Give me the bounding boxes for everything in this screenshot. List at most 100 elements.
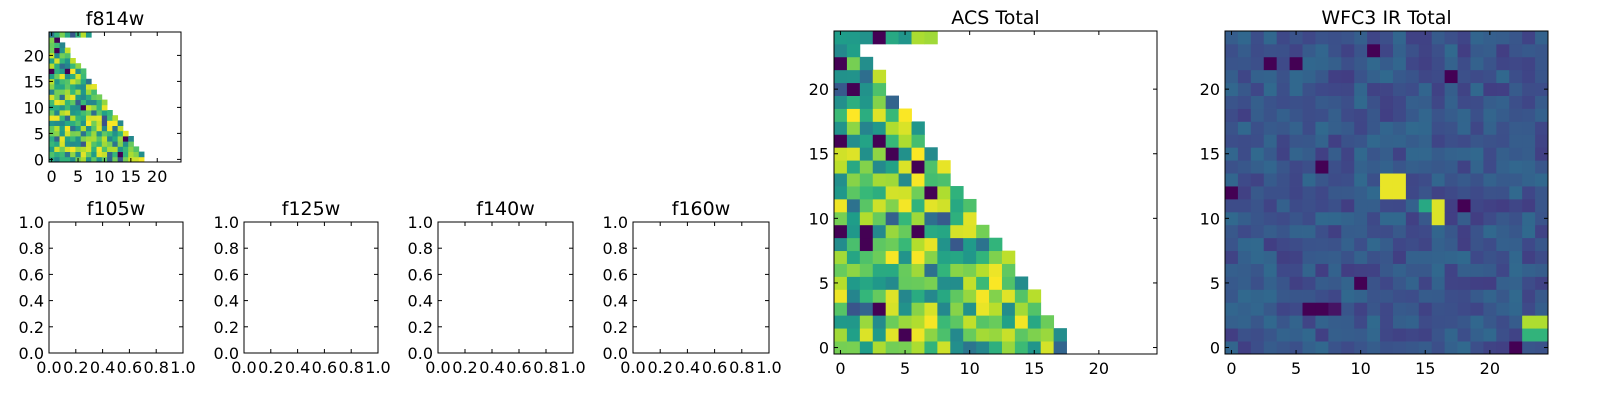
heatmap-cell [1483,198,1497,213]
heatmap-cell [1014,276,1029,290]
heatmap-cell [107,125,113,132]
heatmap-cell [1289,302,1303,316]
heatmap-cell [1341,302,1355,316]
heatmap-cell [859,302,874,316]
heatmap-cell [1367,341,1381,355]
heatmap-cell [1535,108,1549,122]
heatmap-cell [91,104,97,111]
heatmap-cell [1289,315,1303,329]
heatmap-cell [117,136,124,142]
heatmap-cell [1354,121,1368,135]
heatmap-cell [911,276,925,290]
heatmap-cell [101,136,108,142]
heatmap-cell [49,68,55,74]
heatmap-cell [834,237,848,252]
x-tick-label: 0.6 [117,358,142,377]
heatmap-cells [1225,31,1549,355]
heatmap-cell [1457,302,1471,316]
heatmap-cell [1535,186,1549,200]
heatmap-cell [101,141,108,147]
heatmap-cell [834,224,848,239]
heatmap-cell [1263,43,1278,58]
heatmap-cell [59,141,66,147]
heatmap-cell [91,125,97,132]
heatmap-cell [950,237,964,252]
heatmap-cell [1289,198,1303,213]
heatmap-cell [1250,224,1265,239]
heatmap-cell [963,341,977,355]
heatmap-cell [54,130,60,137]
y-tick-label: 20 [24,46,44,65]
heatmap-cell [1276,186,1290,200]
heatmap-cell [70,58,76,64]
heatmap-cell [1237,134,1252,148]
heatmap-cell [834,276,848,290]
heatmap-cell [1250,302,1265,316]
heatmap-cell [924,186,938,200]
heatmap-cell [834,121,848,135]
heatmap-cell [1457,160,1471,174]
heatmap-cell [1001,302,1016,316]
heatmap-cell [937,328,951,342]
heatmap-cell [885,147,899,161]
heatmap-cell [1418,224,1433,239]
heatmap-cell [96,151,103,158]
heatmap-cell [1341,31,1355,45]
heatmap-cell [122,136,129,142]
heatmap-cell [1483,315,1497,329]
heatmap-cell [885,173,899,187]
heatmap-cell [1392,43,1407,58]
heatmap-cell [1315,276,1329,290]
heatmap-cell [128,136,134,142]
heatmap-cell [1250,237,1265,252]
heatmap-cell [1522,211,1536,226]
heatmap-cell [885,224,899,239]
heatmap-cell [989,263,1003,277]
heatmap-cell [963,263,977,277]
heatmap-cell [1535,82,1549,96]
heatmap-cell [1354,224,1368,239]
heatmap-cell [1496,341,1510,355]
heatmap-cell [1496,43,1510,58]
heatmap-cell [70,136,76,142]
heatmap-cell [1496,134,1510,148]
heatmap-cell [1263,56,1278,71]
heatmap-cell [1328,198,1342,213]
heatmap-cell [937,263,951,277]
axes-frame [632,221,770,354]
heatmap-cell [1263,173,1278,187]
heatmap-cell [1040,341,1055,355]
heatmap-cell [1354,56,1368,71]
heatmap-cell [1457,134,1471,148]
heatmap-cell [924,341,938,355]
heatmap-cell [91,136,97,142]
heatmap-cell [1496,173,1510,187]
axes-frame [243,221,379,354]
heatmap-cell [85,78,92,85]
heatmap-cell [117,146,124,152]
x-tick-label: 20 [1480,359,1500,378]
heatmap-cell [1405,315,1420,329]
heatmap-cell [1535,69,1549,84]
heatmap-cell [989,289,1003,303]
heatmap-cell [872,69,887,84]
heatmap-cell [937,186,951,200]
heatmap-cell [911,250,925,264]
heatmap-cell [1405,276,1420,290]
heatmap-cell [1328,263,1342,277]
heatmap-cell [911,121,925,135]
heatmap-cell [1289,173,1303,187]
heatmap-cell [963,315,977,329]
heatmap-cell [117,120,124,126]
heatmap-cell [1444,121,1458,135]
heatmap-cell [846,121,861,135]
heatmap-cell [54,73,60,80]
heatmap-cell [1522,43,1536,58]
heatmap-cell [1535,31,1549,45]
heatmap-cell [1237,315,1252,329]
heatmap-cell [85,125,92,132]
heatmap-cell [64,110,71,116]
heatmap-cell [59,42,66,48]
heatmap-cell [834,134,848,148]
heatmap-cell [80,125,87,132]
